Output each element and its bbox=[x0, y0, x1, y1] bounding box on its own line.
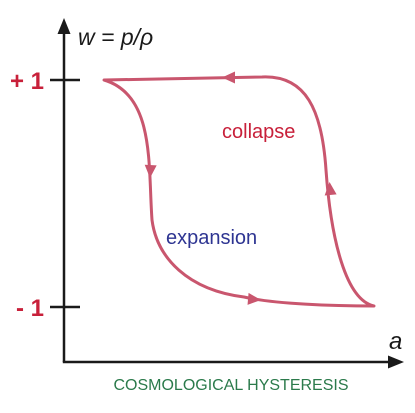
loop-arrow-top bbox=[222, 71, 235, 84]
y-axis-arrowhead bbox=[57, 18, 71, 34]
loop-arrow-right bbox=[324, 182, 337, 196]
y-axis-label: w = p/ρ bbox=[78, 24, 153, 50]
caption: COSMOLOGICAL HYSTERESIS bbox=[113, 377, 348, 394]
loop-arrow-bottom bbox=[247, 292, 261, 305]
expansion-label: expansion bbox=[166, 227, 257, 249]
loop-arrow-left bbox=[144, 164, 157, 178]
tick-label-upper: + 1 bbox=[10, 68, 44, 95]
collapse-label: collapse bbox=[222, 121, 295, 143]
x-axis-arrowhead bbox=[388, 355, 404, 369]
hysteresis-loop bbox=[102, 75, 376, 308]
tick-label-lower: - 1 bbox=[16, 295, 44, 322]
x-axis-label: a bbox=[389, 328, 402, 355]
